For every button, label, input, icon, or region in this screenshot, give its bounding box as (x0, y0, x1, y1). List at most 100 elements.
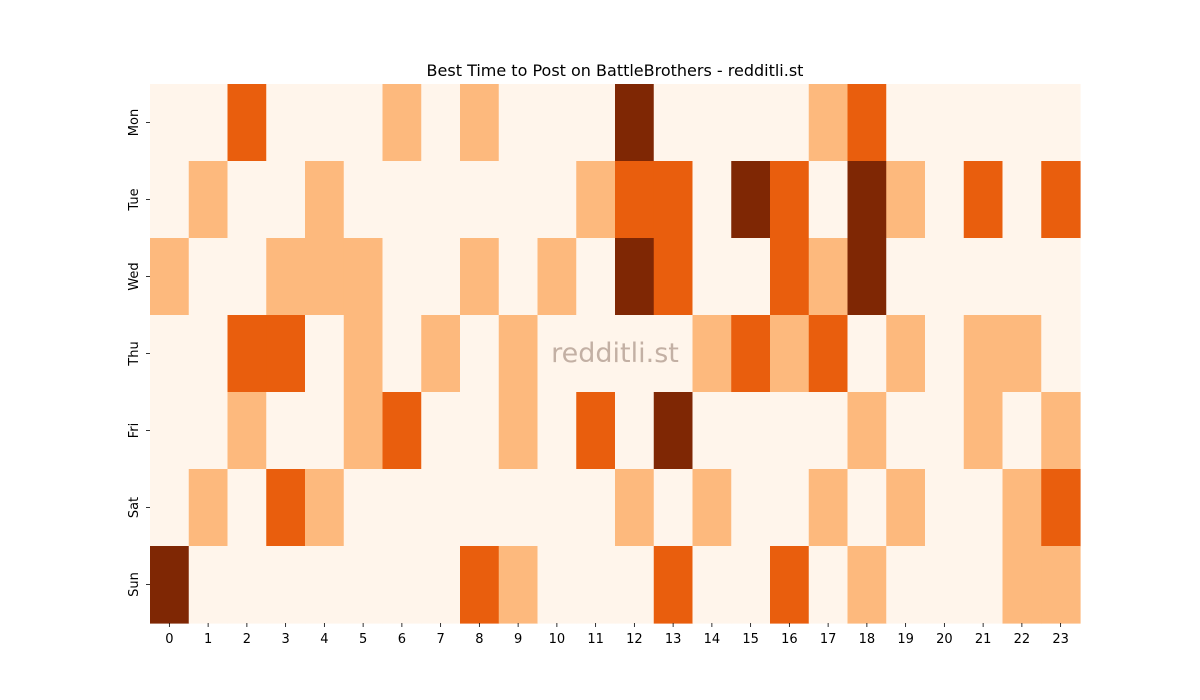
x-tick-label: 7 (436, 632, 444, 647)
y-tick-label: Thu (127, 341, 142, 366)
heatmap-cell (886, 315, 926, 393)
x-tick-label: 5 (359, 632, 367, 647)
heatmap-cell (886, 238, 926, 316)
heatmap-cell (847, 546, 887, 624)
heatmap-cell (1041, 84, 1081, 162)
heatmap-cell (188, 546, 229, 624)
heatmap-cell (692, 392, 732, 470)
heatmap-cell (808, 315, 849, 393)
heatmap-cell (305, 84, 345, 162)
heatmap-cell (382, 84, 422, 162)
heatmap-cell (653, 161, 694, 239)
heatmap-cell (227, 161, 267, 239)
x-tick-label: 1 (204, 632, 212, 647)
heatmap-cell (460, 238, 500, 316)
heatmap-cell (382, 469, 422, 547)
heatmap-cell (460, 315, 500, 393)
heatmap-cell (537, 315, 577, 393)
heatmap-cell (188, 84, 229, 162)
y-tick-label: Sat (127, 497, 142, 518)
heatmap-cell (808, 546, 849, 624)
heatmap-cell (498, 546, 539, 624)
heatmap-cell (731, 392, 771, 470)
x-tick-label: 23 (1052, 632, 1069, 647)
heatmap-cell (227, 469, 267, 547)
x-tick-label: 16 (781, 632, 798, 647)
heatmap-cell (1002, 315, 1042, 393)
x-tick-label: 6 (398, 632, 406, 647)
heatmap-cell (770, 315, 810, 393)
x-tick-label: 12 (626, 632, 643, 647)
x-tick-label: 0 (165, 632, 173, 647)
heatmap-cell (150, 469, 190, 547)
heatmap-cell (1002, 392, 1042, 470)
heatmap-cell (692, 238, 732, 316)
heatmap-cell (692, 546, 732, 624)
heatmap-cell (537, 238, 577, 316)
heatmap-cell (382, 546, 422, 624)
heatmap-cell (692, 161, 732, 239)
heatmap-cell (460, 84, 500, 162)
x-tick-label: 21 (975, 632, 992, 647)
heatmap-cell (653, 469, 694, 547)
heatmap-cell (963, 469, 1004, 547)
heatmap-cell (188, 238, 229, 316)
heatmap-cell (421, 238, 461, 316)
heatmap-cell (615, 392, 655, 470)
heatmap-cell (227, 315, 267, 393)
x-tick-label: 8 (475, 632, 483, 647)
heatmap-cell (460, 469, 500, 547)
heatmap-cell (343, 392, 384, 470)
heatmap-cell (305, 315, 345, 393)
x-tick-label: 10 (549, 632, 566, 647)
heatmap-cell (731, 469, 771, 547)
heatmap-cell (770, 469, 810, 547)
heatmap-cell (886, 392, 926, 470)
x-tick-label: 17 (820, 632, 837, 647)
heatmap-cell (498, 315, 539, 393)
y-tick-label: Tue (127, 188, 142, 211)
x-axis-ticks: 0 1 2 3 4 5 6 7 8 9 10 11 12 13 14 15 16 17 18 19 20 21 22 23 (165, 623, 1069, 647)
x-tick-label: 9 (514, 632, 522, 647)
x-tick-label: 19 (897, 632, 914, 647)
heatmap-cell (653, 315, 694, 393)
heatmap-cell (382, 392, 422, 470)
heatmap-cell (498, 238, 539, 316)
heatmap-cell (537, 546, 577, 624)
x-tick-label: 20 (936, 632, 953, 647)
watermark: redditli.st (551, 338, 679, 369)
heatmap-cell (576, 392, 616, 470)
heatmap-cell (421, 392, 461, 470)
heatmap-cell (770, 546, 810, 624)
heatmap-cell (963, 238, 1004, 316)
x-tick-label: 22 (1014, 632, 1031, 647)
heatmap-cell (1002, 546, 1042, 624)
heatmap-cell (653, 546, 694, 624)
heatmap-cell (653, 84, 694, 162)
heatmap-cell (498, 392, 539, 470)
heatmap-cell (692, 84, 732, 162)
heatmap-cell (925, 238, 965, 316)
x-tick-label: 18 (859, 632, 876, 647)
heatmap-cell (1002, 161, 1042, 239)
heatmap-cell (421, 161, 461, 239)
heatmap-cell (615, 238, 655, 316)
heatmap-cell (305, 546, 345, 624)
heatmap-cell (227, 84, 267, 162)
heatmap-cell (460, 546, 500, 624)
heatmap-cell (808, 238, 849, 316)
heatmap-cell (266, 469, 306, 547)
heatmap-cell (421, 84, 461, 162)
y-tick-label: Sun (127, 572, 142, 597)
heatmap-cell (498, 84, 539, 162)
heatmap-cell (1041, 161, 1081, 239)
heatmap-cell (382, 238, 422, 316)
heatmap-cell (227, 546, 267, 624)
heatmap-cell (770, 84, 810, 162)
heatmap-cell (305, 392, 345, 470)
heatmap-cell (421, 546, 461, 624)
y-tick-label: Fri (127, 423, 142, 439)
heatmap-cell (266, 315, 306, 393)
heatmap-cell (925, 392, 965, 470)
heatmap-cell (925, 161, 965, 239)
